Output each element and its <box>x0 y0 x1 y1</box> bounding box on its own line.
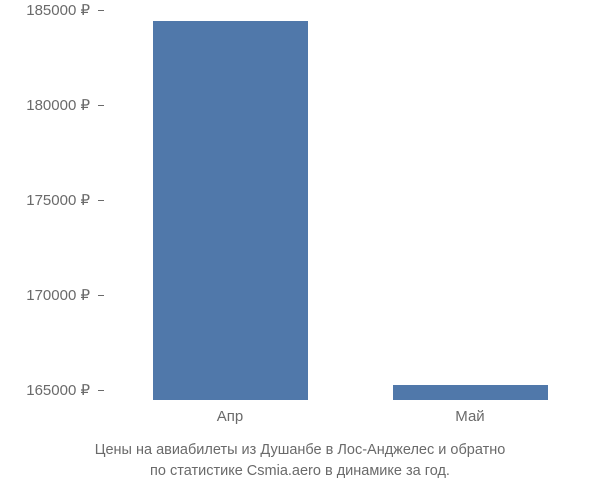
chart-container: Цены на авиабилеты из Душанбе в Лос-Андж… <box>0 0 600 500</box>
y-tick: 185000 ₽ <box>26 1 104 19</box>
bar <box>153 21 308 400</box>
y-tick-label: 165000 ₽ <box>26 381 90 399</box>
caption-line-2: по статистике Csmia.aero в динамике за г… <box>150 463 450 479</box>
y-tick-mark <box>98 200 104 201</box>
chart-caption: Цены на авиабилеты из Душанбе в Лос-Андж… <box>0 440 600 482</box>
y-tick: 180000 ₽ <box>26 96 104 114</box>
y-tick-mark <box>98 105 104 106</box>
y-tick-mark <box>98 295 104 296</box>
y-tick-label: 170000 ₽ <box>26 286 90 304</box>
y-tick: 170000 ₽ <box>26 286 104 304</box>
x-tick: Апр <box>217 400 243 425</box>
y-tick-label: 175000 ₽ <box>26 191 90 209</box>
y-tick: 165000 ₽ <box>26 381 104 399</box>
y-tick-mark <box>98 10 104 11</box>
bar <box>393 385 548 400</box>
x-tick: Май <box>455 400 484 425</box>
x-tick-label: Апр <box>217 408 243 425</box>
x-tick-label: Май <box>455 408 484 425</box>
y-tick-label: 185000 ₽ <box>26 1 90 19</box>
y-tick: 175000 ₽ <box>26 191 104 209</box>
y-tick-label: 180000 ₽ <box>26 96 90 114</box>
y-tick-mark <box>98 390 104 391</box>
caption-line-1: Цены на авиабилеты из Душанбе в Лос-Андж… <box>95 442 506 458</box>
